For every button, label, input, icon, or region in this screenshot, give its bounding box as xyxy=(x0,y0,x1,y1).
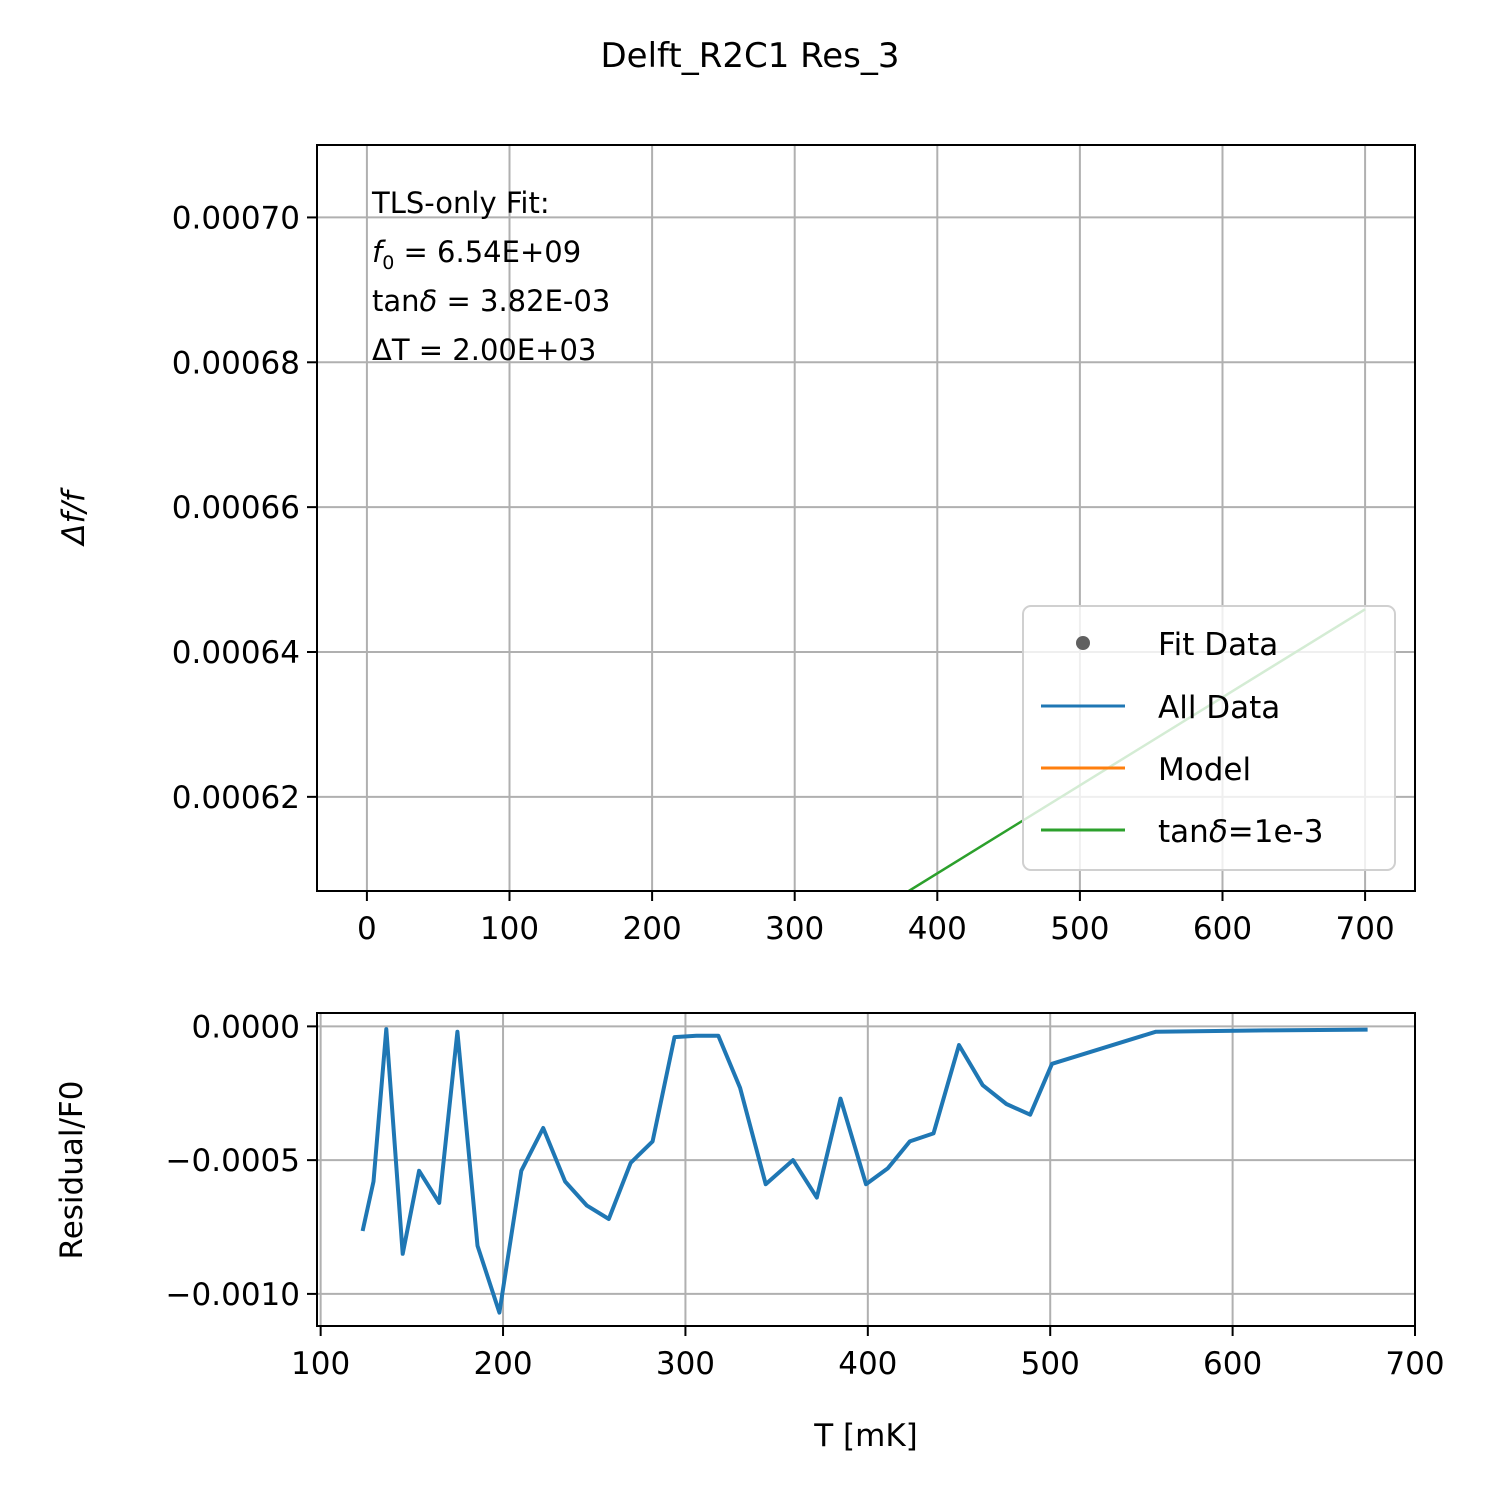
legend-tandelta-prefix: tan xyxy=(1158,814,1209,850)
legend-model-label: Model xyxy=(1158,752,1251,788)
figure-title: Delft_R2C1 Res_3 xyxy=(600,36,899,76)
bottom-plot-area xyxy=(317,1013,1415,1326)
y-tick-label: 0.00070 xyxy=(172,200,300,236)
x-tick-label: 500 xyxy=(1050,911,1109,947)
x-tick-label: 400 xyxy=(838,1346,897,1382)
annotation-line-2: f0 = 6.54E+09 xyxy=(372,235,581,274)
annotation-line-4: ΔT = 2.00E+03 xyxy=(372,333,596,367)
annotation-line-3: tanδ = 3.82E-03 xyxy=(372,284,610,318)
top-ylabel: Δf/f xyxy=(56,487,92,547)
bottom-panel: 100 200 300 400 500 600 700 0.0000 −0.0005 −0.001… xyxy=(54,1009,1445,1454)
annotation-f-value: = 6.54E+09 xyxy=(394,235,581,269)
annotation-tan-prefix: tan xyxy=(372,284,420,318)
bottom-series xyxy=(360,1027,1368,1315)
x-tick-label: 700 xyxy=(1385,1346,1444,1382)
bottom-ylabel: Residual/F0 xyxy=(54,1081,90,1260)
legend-fit-data-marker xyxy=(1076,636,1090,650)
annotation-f-subscript: 0 xyxy=(382,252,394,274)
x-tick-label: 100 xyxy=(291,1346,350,1382)
y-tick-label: 0.00062 xyxy=(172,780,300,816)
top-annotation: TLS-only Fit: f0 = 6.54E+09 tanδ = 3.82E… xyxy=(371,186,610,367)
top-ticks: 0 100 200 300 400 500 600 700 0.00062 0.00064 0.00… xyxy=(172,200,1395,947)
x-tick-label: 100 xyxy=(480,911,539,947)
y-tick-label: 0.00068 xyxy=(172,345,300,381)
x-tick-label: 500 xyxy=(1021,1346,1080,1382)
x-tick-label: 300 xyxy=(656,1346,715,1382)
legend-tandelta-symbol: δ xyxy=(1209,814,1228,850)
bottom-axes-frame xyxy=(316,1012,1416,1327)
legend-tandelta-label: tanδ=1e-3 xyxy=(1158,814,1323,850)
y-tick-label: 0.00066 xyxy=(172,490,300,526)
annotation-line-1: TLS-only Fit: xyxy=(371,186,550,220)
top-legend: Fit Data All Data Model tanδ=1e-3 xyxy=(1022,605,1396,871)
legend-all-data-label: All Data xyxy=(1158,690,1280,726)
x-tick-label: 700 xyxy=(1336,911,1395,947)
bottom-ticks: 100 200 300 400 500 600 700 0.0000 −0.0005 −0.001… xyxy=(166,1009,1445,1382)
x-tick-label: 0 xyxy=(357,911,377,947)
bottom-xlabel: T [mK] xyxy=(813,1418,918,1454)
y-tick-label: 0.00064 xyxy=(172,635,300,671)
series-line xyxy=(360,1027,1368,1315)
x-tick-label: 200 xyxy=(473,1346,532,1382)
y-tick-label: 0.0000 xyxy=(192,1009,300,1045)
legend-tandelta-value: =1e-3 xyxy=(1228,814,1324,850)
legend-fit-data-label: Fit Data xyxy=(1158,627,1278,663)
top-axes-frame xyxy=(316,144,1416,892)
x-tick-label: 300 xyxy=(765,911,824,947)
x-tick-label: 600 xyxy=(1193,911,1252,947)
legend-frame xyxy=(1022,605,1396,871)
annotation-delta-symbol: δ xyxy=(420,284,438,318)
y-tick-label: −0.0010 xyxy=(166,1277,300,1313)
x-tick-label: 200 xyxy=(623,911,682,947)
y-tick-label: −0.0005 xyxy=(166,1143,300,1179)
annotation-tan-value: = 3.82E-03 xyxy=(437,284,610,318)
x-tick-label: 600 xyxy=(1203,1346,1262,1382)
top-panel: TLS-only Fit: f0 = 6.54E+09 tanδ = 3.82E… xyxy=(56,144,1416,947)
x-tick-label: 400 xyxy=(908,911,967,947)
